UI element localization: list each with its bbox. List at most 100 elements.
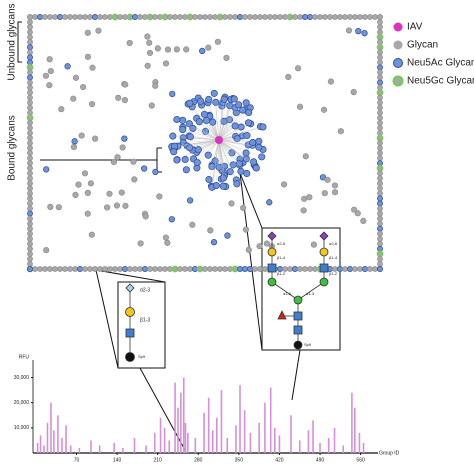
glycan-node <box>228 200 235 207</box>
glycan-node <box>167 14 173 20</box>
glycan-node <box>80 83 87 91</box>
glycan-node <box>27 54 33 61</box>
glycan-node <box>302 14 308 20</box>
glycan-node <box>84 189 91 196</box>
edge <box>215 102 220 141</box>
legend-label: Neu5Ac Glycan <box>407 58 474 69</box>
glycan-node <box>231 122 239 130</box>
bar <box>168 440 171 453</box>
glycan-node <box>296 103 304 110</box>
legend-label: IAV <box>407 22 423 33</box>
edge <box>218 139 257 169</box>
bar-chart: 10,000 20,000 30,000 70 140 210 280 350 420 490 56… <box>14 354 400 463</box>
glycan-node <box>117 266 123 272</box>
glycan-node <box>27 39 33 46</box>
glycan-node <box>216 13 224 21</box>
edge <box>218 139 253 143</box>
bar <box>36 442 39 453</box>
glycan-node <box>156 193 163 200</box>
glycan-node <box>173 115 181 124</box>
legend-swatch <box>393 40 403 50</box>
glycan-node <box>173 46 180 53</box>
edge <box>199 121 220 141</box>
glycan-node <box>272 14 278 20</box>
glycan-node <box>297 266 303 272</box>
glycan-node <box>67 266 73 272</box>
edge <box>218 139 224 179</box>
glycan-node <box>132 266 138 272</box>
glycan-node <box>376 134 384 142</box>
glycan-node <box>27 240 33 247</box>
glycan-node <box>122 202 129 209</box>
glycan-node <box>27 44 33 51</box>
glycan-node <box>233 180 241 188</box>
glycan-node <box>75 181 82 188</box>
glycan-node <box>185 120 193 128</box>
edge <box>218 104 239 141</box>
glycan-node <box>142 266 148 272</box>
glycan-node <box>102 14 108 20</box>
glycan-node <box>42 72 50 79</box>
glycan-node <box>27 119 33 126</box>
glycan-node <box>302 266 308 272</box>
glycan-node <box>193 158 201 167</box>
y-tick-label: 20,000 <box>14 400 30 406</box>
glycan-node <box>140 165 148 172</box>
glycan-node <box>152 266 158 272</box>
glycan-node <box>82 266 88 272</box>
glycan-node <box>173 156 181 164</box>
linkage: β1-2 <box>277 271 286 276</box>
legend-swatch <box>393 58 403 68</box>
glycan-node <box>252 266 258 272</box>
legend-label: Glycan <box>407 40 438 51</box>
glycan-node <box>377 74 383 81</box>
edge <box>218 102 247 141</box>
edge <box>216 139 220 186</box>
x-tick-label: 140 <box>113 457 122 463</box>
glycan-node <box>354 210 361 217</box>
bar <box>203 412 205 453</box>
glycan-node <box>179 126 187 134</box>
glycan-node <box>164 239 171 246</box>
glycan-node <box>337 128 344 135</box>
glycan-node <box>27 210 33 217</box>
glycan-node <box>27 150 33 156</box>
glycan-node <box>202 14 208 20</box>
glycan-node <box>347 266 353 272</box>
glycan-node <box>142 213 149 220</box>
glycan-node <box>162 234 169 241</box>
glycan-node <box>367 14 373 20</box>
inset-left <box>117 281 166 369</box>
glycan-node <box>146 49 154 57</box>
glycan-node <box>219 174 228 182</box>
glycan-node <box>27 145 33 151</box>
glycan-node <box>377 140 383 146</box>
glycan-node <box>87 14 93 20</box>
glycan-node <box>210 89 218 97</box>
glycan-node <box>52 266 58 272</box>
linkage: Sp9 <box>304 342 312 347</box>
x-tick-label: 490 <box>316 457 325 463</box>
glycan-node <box>72 74 80 81</box>
edge <box>218 98 235 141</box>
glycan-node <box>87 266 93 272</box>
glycan-node <box>197 14 203 20</box>
glycan-node <box>169 132 177 140</box>
glycan-node <box>194 146 202 154</box>
glycan-node <box>237 14 243 20</box>
glycan-node <box>118 189 125 196</box>
glycan-node <box>87 180 94 187</box>
glycan-node <box>377 59 383 66</box>
glycan-node <box>132 14 138 20</box>
edge <box>185 139 220 160</box>
connector <box>95 269 119 369</box>
glycan-node <box>210 239 218 246</box>
bar <box>211 430 214 453</box>
glycan-node <box>161 13 169 21</box>
glycan-node <box>377 19 383 25</box>
bar <box>235 425 237 453</box>
linkage: β1-3 <box>140 317 150 323</box>
glycan-node <box>337 266 343 272</box>
legend-label: Neu5Gc Glycan <box>407 76 474 87</box>
glycan-node <box>212 98 220 106</box>
